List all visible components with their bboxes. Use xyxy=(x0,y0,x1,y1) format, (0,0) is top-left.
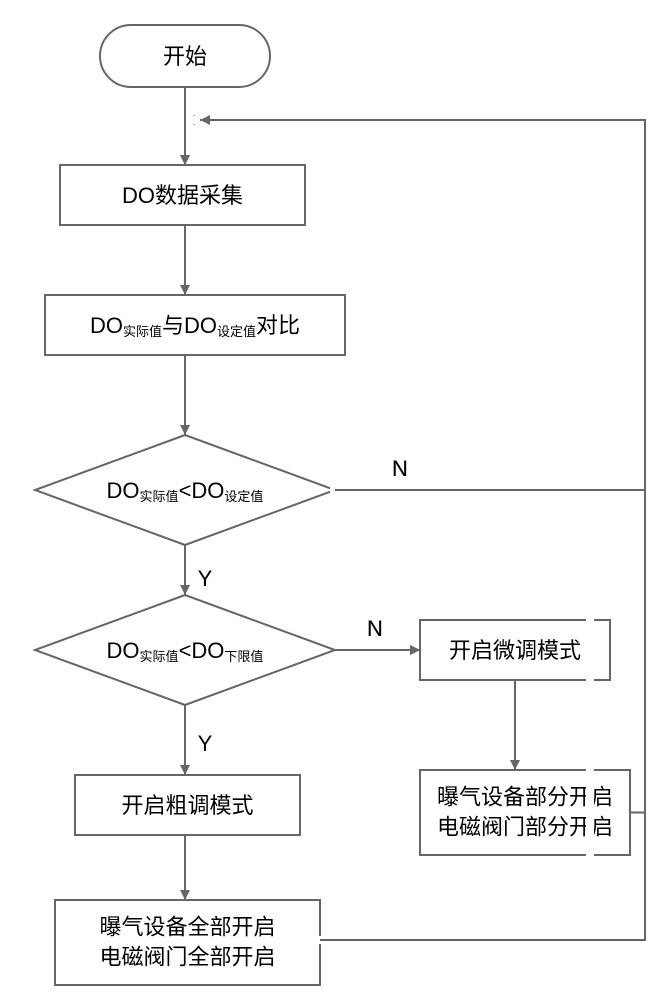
svg-text:N: N xyxy=(367,616,383,641)
svg-text:DO数据采集: DO数据采集 xyxy=(122,183,243,208)
svg-text:电磁阀门全部开启: 电磁阀门全部开启 xyxy=(99,944,275,969)
svg-text:DO实际值与DO设定值对比: DO实际值与DO设定值对比 xyxy=(90,313,300,340)
label-start: 开始 xyxy=(163,44,207,69)
svg-text:N: N xyxy=(392,456,408,481)
svg-text:开启微调模式: 开启微调模式 xyxy=(449,638,581,663)
svg-text:Y: Y xyxy=(198,566,213,591)
node-full xyxy=(55,900,320,985)
svg-text:Y: Y xyxy=(198,731,213,756)
svg-text:开启粗调模式: 开启粗调模式 xyxy=(121,793,253,818)
flowchart-canvas: 开始DO数据采集DO实际值与DO设定值对比DO实际值<DO设定值DO实际值<DO… xyxy=(0,0,655,1000)
svg-text:曝气设备全部开启: 曝气设备全部开启 xyxy=(99,914,275,939)
